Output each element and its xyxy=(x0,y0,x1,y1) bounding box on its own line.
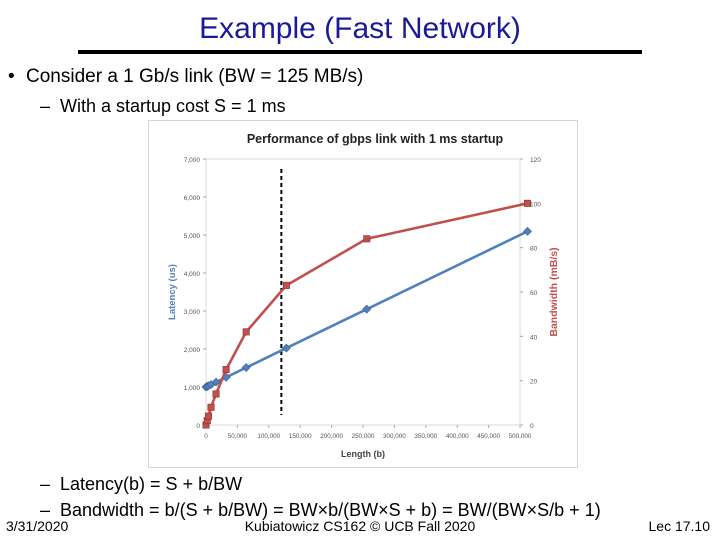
bandwidth-point xyxy=(212,390,220,398)
sub-bullet-startup: – With a startup cost S = 1 ms xyxy=(40,96,286,117)
latency-point xyxy=(281,343,291,353)
bullet-dot: • xyxy=(8,66,15,87)
y-tick-label: 0 xyxy=(196,423,200,430)
y-tick-label: 1,000 xyxy=(184,385,201,392)
x-axis-label: Length (b) xyxy=(341,449,385,459)
x-tick-label: 150,000 xyxy=(289,433,312,440)
slide-title: Example (Fast Network) xyxy=(199,12,521,45)
y-tick-label: 2,000 xyxy=(184,347,201,354)
x-tick-label: 200,000 xyxy=(320,433,343,440)
formula-bandwidth: – Bandwidth = b/(S + b/BW) = BW×b/(BW×S +… xyxy=(40,500,601,521)
formula-latency-text: Latency(b) = S + b/BW xyxy=(60,474,243,494)
bandwidth-point xyxy=(282,281,290,289)
sub-bullet-dash: – xyxy=(40,96,51,116)
latency-point xyxy=(523,226,532,236)
chart-title: Performance of gbps link with 1 ms start… xyxy=(247,132,504,146)
y-tick-label: 7,000 xyxy=(184,157,201,164)
y2-tick-label: 80 xyxy=(530,246,538,253)
x-tick-label: 50,000 xyxy=(228,433,248,440)
y-tick-label: 5,000 xyxy=(184,233,201,240)
x-tick-label: 450,000 xyxy=(477,433,500,440)
y2-tick-label: 40 xyxy=(530,334,538,341)
plot-area xyxy=(205,158,521,426)
y2-tick-label: 0 xyxy=(530,423,534,430)
bullet-item: • Consider a 1 Gb/s link (BW = 125 MB/s) xyxy=(8,66,363,88)
latency-point xyxy=(362,304,372,314)
latency-point xyxy=(241,363,251,372)
y-tick-label: 3,000 xyxy=(184,309,201,316)
latency-point xyxy=(211,377,221,387)
bandwidth-point xyxy=(205,412,213,420)
x-tick-label: 300,000 xyxy=(383,433,406,440)
x-tick-label: 400,000 xyxy=(446,433,469,440)
sub-bullet-dash: – xyxy=(40,500,51,520)
bandwidth-point xyxy=(242,328,250,336)
bandwidth-point xyxy=(207,403,215,411)
sub-bullet-text: With a startup cost S = 1 ms xyxy=(60,96,286,116)
y2-tick-label: 20 xyxy=(530,379,538,386)
x-tick-label: 250,000 xyxy=(352,433,375,440)
bandwidth-point xyxy=(524,199,532,207)
y2-tick-label: 60 xyxy=(530,290,538,297)
y2-tick-label: 120 xyxy=(530,157,541,164)
bullet-text: Consider a 1 Gb/s link (BW = 125 MB/s) xyxy=(26,66,364,87)
x-tick-label: 0 xyxy=(204,433,208,440)
formula-latency: – Latency(b) = S + b/BW xyxy=(40,474,242,495)
x-tick-label: 350,000 xyxy=(414,433,437,440)
y-tick-label: 4,000 xyxy=(184,271,201,278)
footer-date: 3/31/2020 xyxy=(6,518,69,534)
footer-lecture: Lec 17.10 xyxy=(648,518,711,534)
footer-course: Kubiatowicz CS162 © UCB Fall 2020 xyxy=(244,518,476,534)
y-axis-label: Latency (us) xyxy=(167,264,178,320)
bandwidth-point xyxy=(363,235,371,243)
performance-chart: Performance of gbps link with 1 ms start… xyxy=(167,132,560,459)
x-tick-label: 500,000 xyxy=(509,433,532,440)
chart-frame: Performance of gbps link with 1 ms start… xyxy=(148,120,578,468)
y2-tick-label: 100 xyxy=(530,201,541,208)
formula-bandwidth-text: Bandwidth = b/(S + b/BW) = BW×b/(BW×S + … xyxy=(60,500,601,520)
x-tick-label: 100,000 xyxy=(257,433,280,440)
bandwidth-point xyxy=(222,366,230,374)
y-tick-label: 6,000 xyxy=(184,195,201,202)
y2-axis-label: Bandwidth (mB/s) xyxy=(548,247,560,336)
sub-bullet-dash: – xyxy=(40,474,51,494)
title-underline xyxy=(78,50,642,54)
